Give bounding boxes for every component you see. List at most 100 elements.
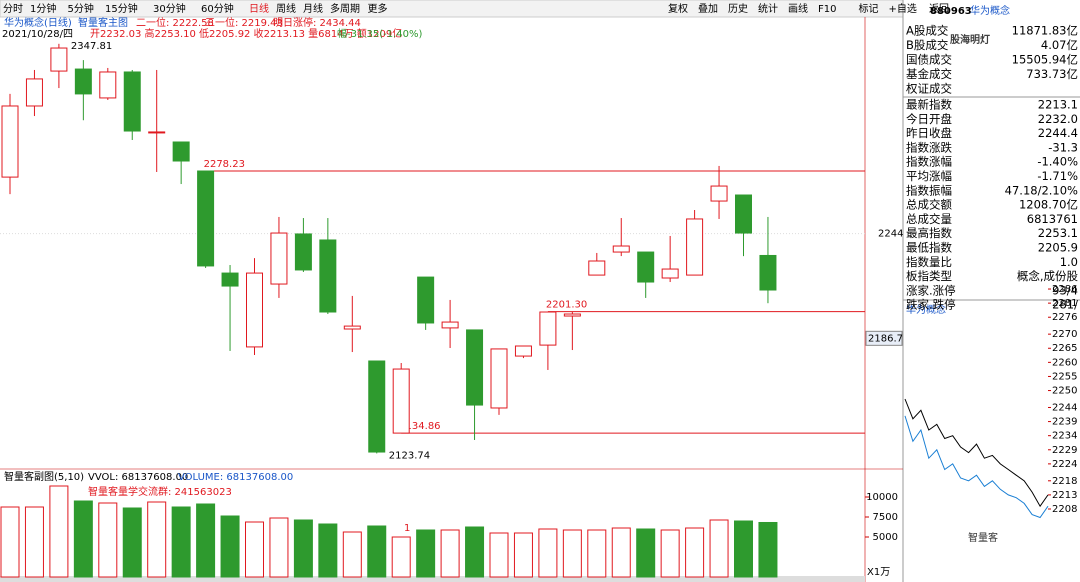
ohlc: 开2232.03 高2253.10 低2205.92 收2213.13 量681… <box>90 27 402 40</box>
candle-body <box>172 141 190 162</box>
volume-bar <box>293 519 313 578</box>
candle-body <box>563 313 581 317</box>
cursor-box <box>865 330 903 346</box>
volume-bar <box>342 531 362 578</box>
candle-body <box>74 68 92 95</box>
level-label: 2278.23 <box>204 159 245 170</box>
candle-body <box>343 325 361 330</box>
indicator-name: 智量客主图 <box>78 16 128 29</box>
row-value: 2205.9 <box>1038 241 1078 255</box>
tab[interactable]: 多周期 <box>330 2 360 15</box>
candle-body <box>612 245 630 253</box>
row-label: 总成交量 <box>906 212 952 226</box>
candle-body <box>539 311 557 346</box>
y-tick-label: 7500 <box>873 512 898 523</box>
watermark: 智量客 <box>968 531 998 544</box>
button[interactable]: +自选 <box>889 2 917 15</box>
row-value: 2213.1 <box>1038 98 1078 112</box>
y-tick-label: 2218 <box>1052 476 1077 487</box>
level: 二一位: 2222.58 <box>136 16 214 29</box>
candle-body <box>637 251 655 283</box>
volume-bar <box>196 503 216 578</box>
y-tick-label: 2244 <box>1052 402 1077 413</box>
candle-body <box>148 131 166 134</box>
button[interactable]: 历史 <box>728 3 748 15</box>
row-label: 指数涨跌 <box>906 140 952 154</box>
y-tick-label: 2208 <box>1052 504 1077 515</box>
row-label: 国债成交 <box>906 53 952 67</box>
y-tick-label: 2265 <box>1052 343 1077 354</box>
y-tick-label: 2234 <box>1052 431 1077 442</box>
volume-bar <box>318 523 338 578</box>
volume-bar <box>758 521 778 578</box>
candle-body <box>294 233 312 271</box>
tab[interactable]: 60分钟 <box>201 2 234 15</box>
volume-bar <box>685 527 705 578</box>
candle-body <box>197 170 215 267</box>
candle-body <box>1 105 19 178</box>
tab[interactable]: 1分钟 <box>30 2 56 15</box>
volume-bar <box>24 506 44 578</box>
group-note: 智量客量学交流群: 241563023 <box>88 485 232 498</box>
row-value: 概念,成份股 <box>1017 269 1079 283</box>
candle-body <box>392 368 410 434</box>
cursor-label: 2186.7 <box>868 333 903 344</box>
row-value: 11871.83亿 <box>1012 24 1078 38</box>
button[interactable]: 复权 <box>668 2 688 15</box>
volume-bar <box>122 507 142 578</box>
row-value: -1.40% <box>1037 155 1078 169</box>
row-label: 指数振幅 <box>906 183 952 197</box>
scrollbar[interactable] <box>0 576 865 582</box>
tab[interactable]: 分时 <box>3 3 23 15</box>
tab[interactable]: 周线 <box>276 2 296 15</box>
y-tick-label: 2286 <box>1052 284 1077 295</box>
volume-bar <box>367 525 387 578</box>
y-tick-label: 2244 <box>878 229 903 240</box>
candle-body <box>319 239 337 313</box>
row-value: 2232.0 <box>1038 112 1078 126</box>
tab[interactable]: 日线 <box>249 2 269 15</box>
tab[interactable]: 更多 <box>368 2 388 15</box>
row-value: 93/4 <box>1052 283 1078 297</box>
row-label: 跌家.跌停 <box>906 298 956 312</box>
row-label: 最低指数 <box>906 241 952 255</box>
row-label: 指数量比 <box>906 255 952 269</box>
level: 明日涨停: 2434.44 <box>273 16 361 29</box>
volume-bar <box>611 527 631 578</box>
volume-bar <box>73 500 93 578</box>
button[interactable]: 返回 <box>929 3 949 15</box>
button[interactable]: F10 <box>818 4 836 15</box>
y-tick-label: 2224 <box>1052 459 1077 470</box>
high-label: 2347.81 <box>71 41 112 52</box>
volume-bar <box>513 532 533 578</box>
button[interactable]: 叠加 <box>698 3 718 15</box>
vvol: VVOL: 68137608.00 <box>88 472 188 483</box>
row-label: 权证成交 <box>906 82 952 96</box>
tab[interactable]: 5分钟 <box>68 2 94 15</box>
volume-bar <box>0 506 20 578</box>
vol-unit: X1万 <box>867 567 890 578</box>
volume-bar <box>489 532 509 578</box>
volume-bar <box>734 520 753 578</box>
row-value: 733.73亿 <box>1026 67 1078 81</box>
tab[interactable]: 月线 <box>303 2 323 15</box>
volume-bar <box>98 502 118 578</box>
code: 880963 <box>930 6 972 17</box>
y-tick-label: 2260 <box>1052 357 1077 368</box>
volume-bar <box>465 526 485 578</box>
volume-bar <box>562 529 582 578</box>
index-name: 华为概念(日线) <box>4 16 72 29</box>
tab[interactable]: 30分钟 <box>153 2 186 15</box>
tab[interactable]: 15分钟 <box>105 2 138 15</box>
change: 幅-31.35(-1.40%) <box>337 27 423 40</box>
row-value: 2244.4 <box>1038 126 1078 140</box>
volume-bar <box>220 515 240 578</box>
volume-bar <box>49 485 69 578</box>
row-value: 6813761 <box>1027 212 1078 226</box>
candle-body <box>759 254 777 291</box>
date: 2021/10/28/四 <box>2 29 73 40</box>
button[interactable]: 标记 <box>859 3 879 15</box>
button[interactable]: 画线 <box>788 2 808 15</box>
button[interactable]: 统计 <box>758 2 778 15</box>
